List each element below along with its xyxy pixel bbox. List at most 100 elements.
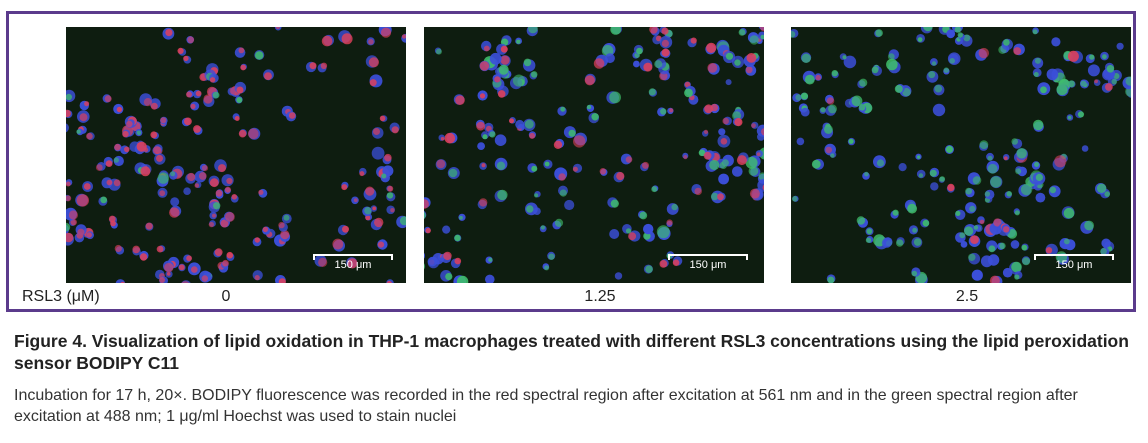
micrograph-background <box>66 27 406 283</box>
cell <box>980 255 993 268</box>
cell <box>989 275 1003 283</box>
cell <box>86 132 95 141</box>
cell <box>365 55 379 68</box>
cell <box>1046 68 1059 81</box>
cell <box>235 96 243 104</box>
scale-bar-label: 150 μm <box>334 259 372 271</box>
cell <box>731 55 745 68</box>
cell <box>458 213 466 221</box>
cell <box>444 132 458 144</box>
cell <box>643 223 654 235</box>
cell <box>386 279 394 283</box>
cell <box>371 127 384 139</box>
cell <box>1031 161 1041 170</box>
cell <box>725 79 732 86</box>
cell <box>194 181 202 188</box>
cell <box>732 117 743 127</box>
cell <box>792 195 799 202</box>
cell <box>488 129 496 138</box>
cell <box>748 166 761 177</box>
cell <box>66 194 72 202</box>
cell <box>370 205 378 212</box>
scale-bar-label: 150 μm <box>1055 259 1093 271</box>
cell <box>75 224 87 236</box>
cell <box>181 117 192 127</box>
cell <box>1100 51 1109 61</box>
cell <box>479 162 487 170</box>
cell <box>802 70 816 85</box>
cell <box>221 174 234 187</box>
cell <box>1048 185 1061 198</box>
cell <box>447 167 460 179</box>
cell <box>479 60 490 72</box>
scale-bar <box>313 254 393 260</box>
cell <box>386 185 394 192</box>
cell <box>1085 54 1095 64</box>
concentration-value-0: 0 <box>221 288 231 305</box>
cell <box>825 104 837 116</box>
cell <box>66 89 76 103</box>
cell <box>613 171 625 183</box>
cell <box>494 157 508 171</box>
cell <box>1116 42 1124 50</box>
cell <box>359 167 367 177</box>
cell <box>159 276 168 283</box>
cell <box>185 172 196 184</box>
cell <box>599 168 608 176</box>
scale-bar <box>1034 254 1114 260</box>
cell <box>226 251 235 261</box>
cell <box>497 85 509 98</box>
cell <box>960 241 968 248</box>
cell <box>756 124 764 137</box>
cell <box>165 270 173 278</box>
cell <box>843 55 857 69</box>
cell <box>651 185 659 193</box>
cell <box>240 63 247 71</box>
cell <box>666 203 679 215</box>
cell <box>543 159 553 169</box>
cell <box>1032 27 1039 35</box>
cell <box>230 194 239 203</box>
cell <box>209 73 219 83</box>
cell <box>965 202 977 214</box>
cell <box>1087 64 1100 77</box>
cell <box>510 74 526 90</box>
cell <box>908 225 919 235</box>
cell <box>933 84 945 96</box>
cell <box>732 166 743 177</box>
cell <box>275 275 286 283</box>
cell <box>967 172 982 185</box>
cell <box>183 254 192 263</box>
cell <box>705 159 720 172</box>
cell <box>865 236 874 243</box>
cell <box>177 47 187 56</box>
cell <box>515 119 525 129</box>
cell <box>572 163 583 173</box>
cell <box>1018 183 1033 197</box>
cell <box>691 184 702 196</box>
cell <box>1059 238 1071 250</box>
cell <box>258 188 268 198</box>
cell <box>862 171 870 180</box>
cell <box>705 42 717 55</box>
cell <box>114 244 125 255</box>
cell <box>791 29 799 38</box>
cell <box>95 162 106 171</box>
cell <box>526 27 538 37</box>
cell <box>659 35 673 49</box>
cell <box>351 196 359 205</box>
cell <box>839 53 847 61</box>
cell <box>494 134 507 146</box>
cell <box>477 198 488 210</box>
cell <box>286 111 297 122</box>
cell <box>156 245 166 253</box>
cell <box>1002 267 1013 278</box>
cell <box>751 121 759 129</box>
cell <box>1095 183 1107 195</box>
concentration-value-1: 1.25 <box>584 288 616 305</box>
cell <box>102 94 112 103</box>
cell <box>523 118 536 132</box>
cell <box>821 125 834 139</box>
cell <box>145 222 154 231</box>
cell <box>633 60 640 68</box>
